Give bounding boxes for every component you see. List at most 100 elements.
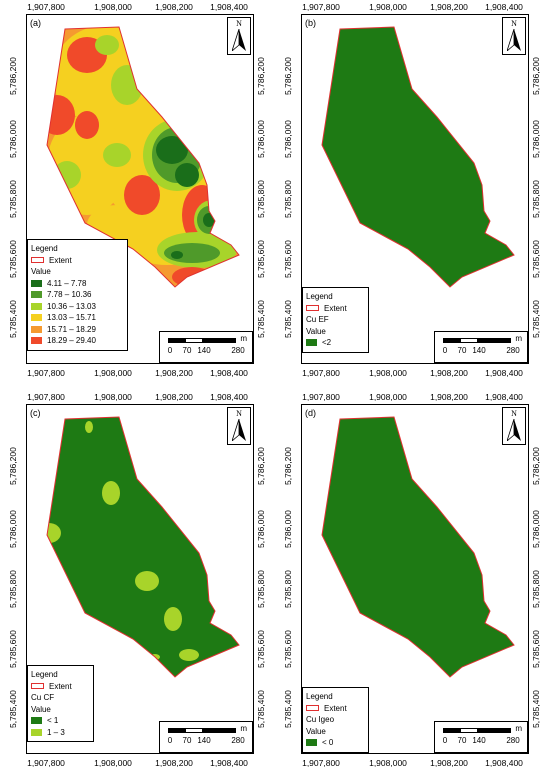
interpolation-map [46,26,240,288]
cu-cf-map [46,416,240,678]
scale-label: 0 [167,736,173,745]
north-arrow-icon [232,29,246,51]
map-panel-a: 1,907,800 1,908,000 1,908,200 1,908,400 … [0,0,275,390]
legend-item-label: 7.78 – 10.36 [47,290,92,299]
legend-item-label: <2 [322,338,332,347]
x-tick-bottom: 1,907,800 [27,758,65,768]
legend-layer-name: Cu CF [31,693,55,702]
legend-item: 4.11 – 7.78 [31,278,123,290]
y-tick-left: 5,785,400 [283,300,293,338]
y-tick-left: 5,786,000 [8,510,18,548]
x-tick-bottom: 1,907,800 [302,758,340,768]
scale-unit: m [515,334,522,343]
map-frame: (b) N Legend Extent Cu EF Value <2 m 0 7… [301,14,529,364]
legend-value-title: Value [306,326,326,336]
legend-swatch [306,739,317,747]
y-tick-left: 5,786,000 [8,120,18,158]
scale-bar-graphic [443,728,511,733]
y-tick-right: 5,786,200 [531,447,541,485]
legend-extent: Extent [31,681,89,693]
legend-swatch [31,325,42,333]
north-arrow-icon [507,29,521,51]
y-tick-right: 5,786,200 [531,57,541,95]
x-tick-bottom: 1,908,400 [485,368,523,378]
x-tick-top: 1,907,800 [27,392,65,402]
scale-label: 70 [182,346,192,355]
north-arrow: N [227,407,251,445]
scale-label: 0 [167,346,173,355]
x-tick-bottom: 1,908,000 [94,368,132,378]
north-letter: N [511,19,517,28]
map-legend: Legend Extent Cu CF Value < 1 1 – 3 [27,665,94,742]
y-tick-left: 5,785,400 [8,690,18,728]
legend-item-label: 10.36 – 13.03 [47,301,96,311]
legend-title: Legend [306,692,333,701]
legend-item: 1 – 3 [31,727,89,739]
map-frame: (d) N Legend Extent Cu Igeo Value < 0 m … [301,404,529,754]
y-tick-right: 5,785,800 [256,180,266,218]
scale-label: 70 [457,346,467,355]
y-tick-right: 5,785,600 [531,240,541,278]
y-tick-left: 5,786,000 [283,120,293,158]
x-tick-bottom: 1,907,800 [27,368,65,378]
scale-label: 70 [457,736,467,745]
x-tick-bottom: 1,907,800 [302,368,340,378]
panel-label: (c) [30,408,41,418]
north-arrow: N [227,17,251,55]
legend-title: Legend [31,244,58,253]
scale-label: 280 [506,346,520,355]
map-legend: Legend Extent Value 4.11 – 7.78 7.78 – 1… [27,239,128,351]
x-tick-top: 1,908,000 [94,392,132,402]
x-tick-top: 1,908,400 [210,2,248,12]
north-letter: N [236,409,242,418]
y-tick-left: 5,786,200 [8,57,18,95]
scale-unit: m [240,334,247,343]
map-panel-c: 1,907,800 1,908,000 1,908,200 1,908,400 … [0,390,275,780]
y-tick-left: 5,785,800 [283,180,293,218]
y-tick-right: 5,785,400 [531,690,541,728]
scale-bar-graphic [443,338,511,343]
panel-label: (b) [305,18,316,28]
legend-item-label: < 0 [322,738,334,747]
legend-title: Legend [306,292,333,301]
north-arrow-icon [507,419,521,441]
panel-label: (d) [305,408,316,418]
x-tick-bottom: 1,908,400 [485,758,523,768]
legend-item-label: 4.11 – 7.78 [47,278,87,288]
cu-ef-map [321,26,515,288]
y-tick-left: 5,785,600 [8,240,18,278]
scale-label: 140 [472,736,486,745]
x-tick-top: 1,908,200 [430,392,468,402]
scale-label: 140 [472,346,486,355]
scale-bar-graphic [168,338,236,343]
north-arrow: N [502,407,526,445]
legend-extent-label: Extent [49,255,72,265]
y-tick-right: 5,785,400 [256,300,266,338]
y-tick-left: 5,785,800 [283,570,293,608]
x-tick-top: 1,908,400 [210,392,248,402]
extent-swatch [31,683,44,690]
legend-item-label: 18.29 – 29.40 [47,336,96,345]
legend-layer-name: Cu Igeo [306,715,335,724]
map-frame: (c) N Legend Extent Cu CF Value < 1 1 – … [26,404,254,754]
y-tick-right: 5,786,200 [256,447,266,485]
legend-extent-label: Extent [324,303,347,313]
legend-swatch [31,279,42,287]
x-tick-top: 1,908,200 [155,392,193,402]
y-tick-left: 5,785,800 [8,180,18,218]
y-tick-right: 5,785,800 [531,570,541,608]
y-tick-right: 5,786,200 [256,57,266,95]
y-tick-left: 5,785,400 [283,690,293,728]
legend-item: < 0 [306,737,364,749]
scale-bar: m 0 70 140 280 [434,331,528,363]
y-tick-left: 5,786,200 [8,447,18,485]
x-tick-bottom: 1,908,000 [94,758,132,768]
legend-swatch [31,291,42,299]
legend-value-title: Value [306,726,326,736]
map-frame: (a) N Legend Extent Value 4.11 – 7.78 7.… [26,14,254,364]
scale-bar: m 0 70 140 280 [159,721,253,753]
map-panel-b: 1,907,800 1,908,000 1,908,200 1,908,400 … [275,0,550,390]
y-tick-left: 5,785,600 [283,630,293,668]
scale-unit: m [240,724,247,733]
x-tick-top: 1,908,400 [485,2,523,12]
